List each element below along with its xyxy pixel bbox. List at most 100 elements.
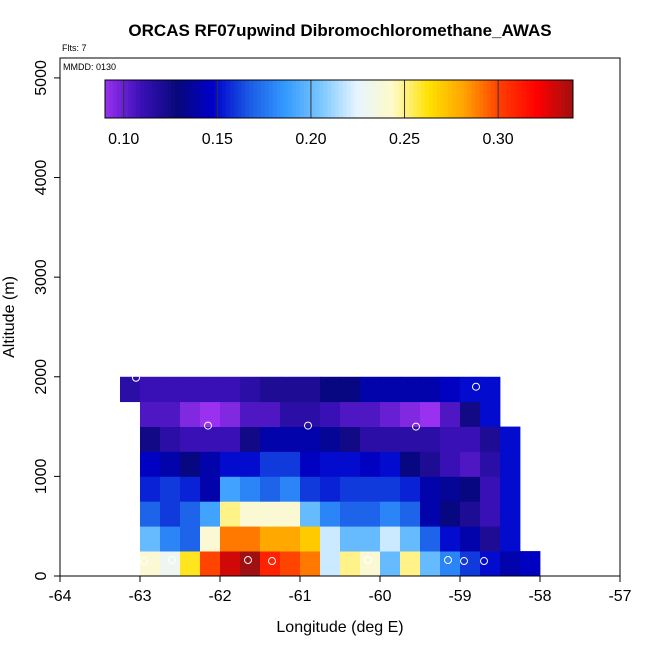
heatmap-cell <box>260 476 281 502</box>
colorbar-segment <box>105 80 110 118</box>
colorbar-segment <box>280 80 285 118</box>
heatmap-cell <box>240 476 261 502</box>
heatmap-cell <box>360 551 381 577</box>
heatmap-cell <box>280 526 301 552</box>
colorbar-segment <box>108 80 114 118</box>
heatmap-cell <box>320 451 341 477</box>
heatmap-cell <box>320 401 341 427</box>
heatmap-cell <box>500 451 521 477</box>
heatmap-cell <box>140 476 161 502</box>
heatmap-cell <box>140 451 161 477</box>
sample-point <box>244 556 252 565</box>
colorbar-segment <box>405 80 410 118</box>
colorbar-segment <box>315 80 320 118</box>
colorbar-segment <box>112 80 118 118</box>
heatmap-cell <box>300 401 321 427</box>
heatmap-cell <box>280 401 301 427</box>
sample-point <box>204 421 212 430</box>
y-tick-label: 0 <box>33 571 50 580</box>
heatmap-cell <box>480 526 501 552</box>
flights-label: Flts: 7 <box>62 43 87 53</box>
colorbar-segment <box>401 80 406 118</box>
colorbar-segment <box>389 80 395 118</box>
sample-points <box>132 373 488 566</box>
colorbar-segment <box>495 80 500 118</box>
colorbar-segment <box>358 80 363 118</box>
heatmap-cell <box>480 551 501 577</box>
heatmap-cell <box>220 451 241 477</box>
colorbar-segment <box>456 80 461 118</box>
heatmap-cell <box>200 376 221 403</box>
colorbar-segment <box>378 80 383 118</box>
colorbar-segment <box>537 80 543 118</box>
heatmap-cell <box>340 426 361 452</box>
colorbar-segment <box>549 80 554 118</box>
colorbar-segment <box>479 80 484 118</box>
colorbar-segment <box>545 80 551 118</box>
heatmap-cell <box>320 526 341 552</box>
x-tick-label: -61 <box>288 588 311 605</box>
heatmap-cell <box>380 401 401 427</box>
heatmap-cell <box>180 476 201 502</box>
sample-point <box>268 557 276 566</box>
colorbar-segment <box>144 80 149 118</box>
x-tick-label: -63 <box>128 588 151 605</box>
heatmap-cell <box>400 526 421 552</box>
colorbar-segment <box>346 80 352 118</box>
colorbar-segment <box>385 80 391 118</box>
colorbar-segment <box>440 80 445 118</box>
colorbar-segment <box>350 80 356 118</box>
heatmap-cell <box>500 476 521 502</box>
colorbar-segment <box>393 80 398 118</box>
colorbar-segment <box>264 80 270 118</box>
chart-title: ORCAS RF07upwind Dibromochloromethane_AW… <box>128 21 551 40</box>
colorbar-tick-label: 0.30 <box>483 131 514 148</box>
colorbar-segment <box>218 80 223 118</box>
heatmap-cell <box>200 401 221 427</box>
colorbar-segment <box>514 80 519 118</box>
heatmap-cell <box>480 401 501 427</box>
colorbar-segment <box>194 80 200 118</box>
heatmap-cell <box>400 451 421 477</box>
heatmap-cell <box>180 376 201 403</box>
colorbar-segment <box>502 80 508 118</box>
colorbar-segment <box>253 80 258 118</box>
colorbar-segment <box>272 80 278 118</box>
colorbar-segment <box>420 80 426 118</box>
heatmap-cell <box>340 526 361 552</box>
heatmap-cell <box>280 501 301 527</box>
heatmap-cell <box>360 376 381 403</box>
colorbar-segment <box>120 80 125 118</box>
colorbar-segment <box>436 80 441 118</box>
colorbar-segment <box>175 80 180 118</box>
x-axis-ticks: -64 -63 -62 -61 -60 -59 -58 -57 <box>48 576 632 605</box>
heatmap-cell <box>420 426 441 452</box>
colorbar-segment <box>179 80 184 118</box>
colorbar-segment <box>557 80 562 118</box>
colorbar-segment <box>397 80 402 118</box>
heatmap-cell <box>200 476 221 502</box>
colorbar-segment <box>183 80 188 118</box>
heatmap-cell <box>160 376 181 403</box>
y-tick-label: 1000 <box>33 458 50 494</box>
y-tick-label: 3000 <box>33 259 50 295</box>
heatmap-cell <box>200 426 221 452</box>
colorbar-segment <box>522 80 527 118</box>
sample-point <box>412 422 420 431</box>
heatmap-cell <box>280 426 301 452</box>
heatmap-cell <box>500 551 521 577</box>
heatmap-cell <box>400 401 421 427</box>
heatmap-cell <box>400 476 421 502</box>
colorbar-segment <box>222 80 227 118</box>
colorbar: 0.10 0.15 0.20 0.25 0.30 <box>104 79 574 148</box>
heatmap-cell <box>260 526 281 552</box>
colorbar-tick-label: 0.15 <box>202 131 233 148</box>
heatmap-cell <box>240 426 261 452</box>
heatmap-cell <box>340 401 361 427</box>
colorbar-segment <box>530 80 535 118</box>
x-tick-label: -60 <box>368 588 391 605</box>
colorbar-segment <box>276 80 281 118</box>
heatmap-cell <box>220 476 241 502</box>
heatmap-cell <box>200 501 221 527</box>
colorbar-segment <box>354 80 359 118</box>
